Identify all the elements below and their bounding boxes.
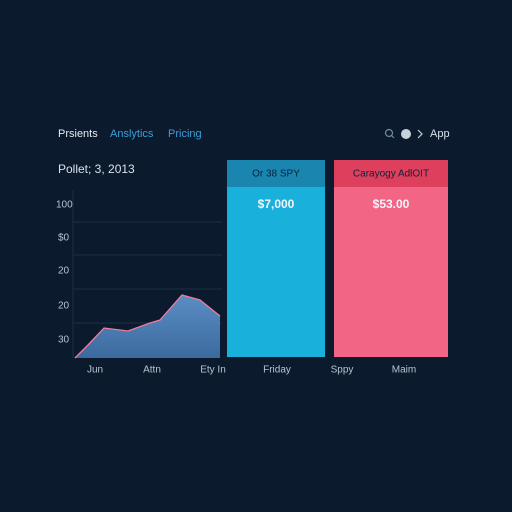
nav-item[interactable]: Anslytics	[110, 128, 154, 140]
x-label: Attn	[143, 365, 161, 376]
axis-label: 20	[58, 266, 70, 277]
x-label: Ety In	[200, 365, 226, 376]
card-value: $7,000	[258, 197, 295, 211]
header-title: Pollet; 3, 2013	[58, 162, 135, 176]
card-header	[227, 160, 325, 187]
app-link[interactable]: App	[430, 128, 450, 140]
axis-label: 30	[58, 335, 70, 346]
card-value: $53.00	[373, 197, 410, 211]
axis-label: 100	[56, 200, 73, 211]
axis-label: $0	[58, 233, 70, 244]
toggle[interactable]	[401, 129, 411, 139]
nav-item[interactable]: Pricing	[168, 128, 202, 140]
x-label: Jun	[87, 365, 103, 376]
nav-item[interactable]: Prsients	[58, 128, 98, 140]
axis-label: 20	[58, 301, 70, 312]
card[interactable]	[334, 187, 448, 357]
card-label: Or 38 SPY	[252, 169, 300, 180]
area	[75, 295, 220, 358]
card[interactable]	[227, 187, 325, 357]
x-label: Maim	[392, 365, 416, 376]
search-icon[interactable]	[384, 128, 395, 139]
card-label: Carayogy AdlOIT	[353, 169, 429, 180]
x-label: Sppy	[331, 365, 354, 376]
chevron[interactable]	[417, 129, 423, 139]
x-label: Friday	[263, 365, 291, 376]
area-line	[74, 294, 221, 359]
card-header	[334, 160, 448, 187]
